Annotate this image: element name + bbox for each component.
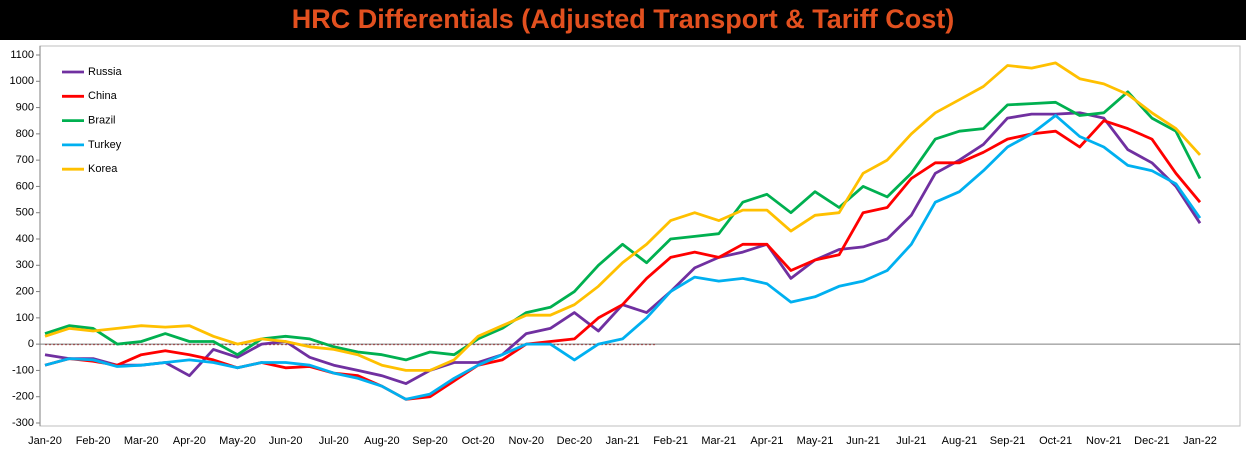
legend-label: China — [88, 90, 118, 102]
x-tick-label: Dec-21 — [1134, 435, 1169, 447]
series-line — [44, 114, 1202, 401]
y-tick-label: 600 — [16, 180, 34, 192]
legend-label: Korea — [88, 163, 118, 175]
x-tick-label: Sep-21 — [990, 435, 1025, 447]
x-tick-label: Jul-21 — [896, 435, 926, 447]
x-tick-label: Jan-21 — [606, 435, 640, 447]
x-tick-label: Nov-21 — [1086, 435, 1121, 447]
x-tick-label: Aug-20 — [364, 435, 399, 447]
x-tick-label: Oct-20 — [462, 435, 495, 447]
x-tick-label: May-20 — [219, 435, 256, 447]
x-tick-label: Mar-21 — [701, 435, 736, 447]
series-line — [44, 119, 1202, 401]
y-tick-label: 1000 — [10, 75, 34, 87]
y-tick-label: 100 — [16, 312, 34, 324]
y-tick-label: 300 — [16, 259, 34, 271]
x-tick-label: Sep-20 — [412, 435, 447, 447]
y-tick-label: -200 — [12, 391, 34, 403]
x-tick-label: Mar-20 — [124, 435, 159, 447]
y-tick-label: 500 — [16, 207, 34, 219]
y-tick-label: 0 — [28, 338, 34, 350]
x-tick-label: Jan-20 — [28, 435, 62, 447]
x-tick-label: Jun-20 — [269, 435, 303, 447]
y-tick-label: 400 — [16, 233, 34, 245]
x-tick-label: Oct-21 — [1039, 435, 1072, 447]
legend-label: Russia — [88, 66, 123, 78]
x-tick-label: Apr-20 — [173, 435, 206, 447]
title-bar — [0, 0, 1246, 40]
x-tick-label: Nov-20 — [509, 435, 544, 447]
plot-area — [39, 45, 1241, 427]
x-tick-label: Dec-20 — [557, 435, 592, 447]
chart-title: HRC Differentials (Adjusted Transport & … — [292, 4, 955, 34]
x-tick-label: Feb-20 — [76, 435, 111, 447]
x-tick-label: May-21 — [797, 435, 834, 447]
y-tick-label: -100 — [12, 364, 34, 376]
x-tick-label: Jun-21 — [846, 435, 880, 447]
y-tick-label: 1100 — [10, 49, 34, 61]
x-tick-label: Jan-22 — [1183, 435, 1217, 447]
y-tick-label: 700 — [16, 154, 34, 166]
legend-label: Brazil — [88, 115, 116, 127]
series-line — [44, 90, 1202, 362]
x-tick-label: Jul-20 — [319, 435, 349, 447]
legend-label: Turkey — [88, 139, 122, 151]
y-tick-label: 900 — [16, 101, 34, 113]
x-tick-label: Apr-21 — [750, 435, 783, 447]
x-tick-label: Aug-21 — [942, 435, 977, 447]
y-tick-label: 200 — [16, 285, 34, 297]
x-tick-label: Feb-21 — [653, 435, 688, 447]
y-tick-label: -300 — [12, 417, 34, 429]
series-line — [44, 61, 1202, 372]
y-tick-label: 800 — [16, 128, 34, 140]
